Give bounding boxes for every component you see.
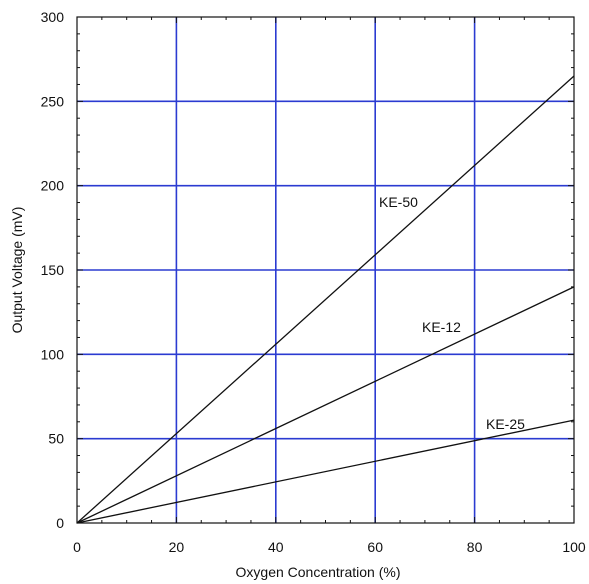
y-tick-label: 250	[41, 93, 65, 109]
series-label-ke-50: KE-50	[379, 194, 418, 210]
x-tick-label: 40	[268, 539, 284, 555]
x-tick-label: 80	[467, 539, 483, 555]
x-axis-ticks: 0 20 40 60 80 100	[73, 17, 586, 555]
y-tick-label: 100	[41, 346, 65, 362]
series-lines	[76, 75, 575, 524]
y-tick-label: 0	[56, 515, 64, 531]
y-axis-ticks: 0 50 100 150 200 250 300	[41, 9, 574, 531]
series-label-ke-12: KE-12	[422, 319, 461, 335]
x-tick-label: 20	[169, 539, 185, 555]
x-tick-label: 100	[562, 539, 586, 555]
series-line-ke-12	[76, 286, 575, 524]
grid-lines	[77, 17, 574, 523]
series-line-ke-50	[76, 75, 575, 524]
x-tick-label: 60	[367, 539, 383, 555]
series-line-ke-25	[76, 419, 575, 524]
y-tick-label: 300	[41, 9, 65, 25]
y-tick-label: 200	[41, 178, 65, 194]
series-label-ke-25: KE-25	[486, 416, 525, 432]
y-axis-title: Output Voltage (mV)	[9, 207, 25, 334]
y-tick-label: 150	[41, 262, 65, 278]
x-tick-label: 0	[73, 539, 81, 555]
x-axis-title: Oxygen Concentration (%)	[236, 564, 401, 580]
y-tick-label: 50	[48, 431, 64, 447]
